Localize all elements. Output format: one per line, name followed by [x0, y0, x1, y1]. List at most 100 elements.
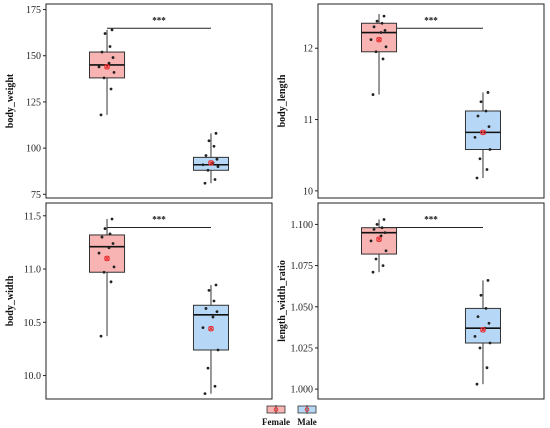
data-point	[111, 242, 115, 245]
data-point	[109, 280, 113, 284]
box-female	[89, 217, 126, 338]
data-point	[215, 310, 219, 314]
legend-label: Male	[297, 417, 317, 427]
data-point	[487, 321, 491, 325]
mean-cross	[208, 326, 214, 332]
data-point	[375, 223, 379, 226]
y-tick-label: 1.025	[291, 343, 314, 354]
data-point	[384, 249, 388, 253]
data-point	[374, 50, 378, 54]
y-tick-label: 1.100	[291, 220, 314, 231]
significance-label: ***	[424, 15, 438, 25]
legend-key-female	[266, 405, 286, 414]
mean-cross	[376, 236, 382, 242]
y-axis-label: body_width	[5, 275, 16, 326]
data-point	[372, 25, 376, 29]
data-point	[486, 279, 490, 282]
data-point	[103, 227, 107, 230]
mean-circle	[208, 325, 214, 332]
data-point	[382, 14, 386, 18]
y-tick-label: 1.050	[291, 302, 314, 313]
data-point	[112, 70, 116, 74]
data-point	[107, 246, 111, 250]
y-tick-label: 1.000	[291, 385, 314, 396]
y-tick-label: 11.0	[24, 265, 41, 276]
box-body	[464, 307, 501, 344]
y-tick-label: 11.5	[24, 211, 41, 222]
data-point	[384, 45, 388, 49]
data-point	[476, 315, 480, 319]
box-body	[192, 156, 229, 171]
mean-marker	[376, 36, 382, 43]
y-tick-label: 10.0	[24, 371, 42, 382]
y-tick-label: 150	[26, 51, 41, 62]
data-point	[473, 335, 477, 338]
data-point	[383, 28, 387, 32]
data-point	[383, 231, 387, 235]
data-point	[99, 113, 103, 117]
legend-label: Female	[262, 417, 290, 427]
data-point	[213, 178, 217, 181]
data-point	[478, 157, 482, 161]
mean-circle	[480, 327, 486, 333]
data-point	[203, 181, 207, 185]
y-axis-label: length_width_ratio	[277, 260, 288, 342]
significance-label: ***	[424, 215, 438, 225]
y-tick-label: 12	[303, 44, 313, 55]
mean-cross	[104, 64, 110, 70]
mean-marker	[208, 325, 214, 332]
legend-mean-icon	[304, 407, 310, 412]
data-point	[97, 65, 101, 69]
data-point	[102, 76, 106, 80]
data-point	[206, 366, 210, 370]
data-point	[97, 251, 101, 255]
data-point	[207, 139, 211, 143]
data-point	[488, 148, 492, 151]
data-point	[211, 315, 215, 319]
data-point	[110, 217, 114, 221]
mean-cross	[104, 255, 110, 261]
mean-circle	[104, 64, 110, 70]
data-point	[484, 307, 488, 310]
data-point	[203, 392, 207, 396]
data-point	[201, 326, 205, 330]
panel-body_weight: 75 100 125 150 175 body_weight ***	[5, 3, 273, 201]
data-point	[103, 32, 107, 35]
y-axis-label: body_length	[277, 74, 288, 127]
data-point	[99, 334, 103, 338]
y-tick-label: 100	[26, 144, 41, 155]
data-point	[110, 28, 114, 32]
mean-marker	[376, 236, 382, 243]
plot-frame	[45, 202, 273, 400]
data-point	[100, 235, 104, 239]
data-point	[478, 346, 482, 350]
data-point	[201, 163, 205, 167]
box-female	[361, 13, 398, 96]
box-male	[464, 279, 501, 386]
mean-marker	[480, 129, 486, 136]
data-point	[112, 265, 116, 269]
data-point	[216, 165, 220, 168]
y-tick-label: 1.075	[291, 261, 314, 272]
data-point	[484, 109, 488, 113]
data-point	[111, 56, 115, 59]
y-tick-label: 11	[303, 115, 313, 126]
data-point	[473, 135, 477, 139]
data-point	[475, 382, 479, 386]
data-point	[369, 239, 373, 243]
y-tick-label: 10	[303, 186, 313, 197]
mean-circle	[376, 36, 382, 43]
panel-body_width: 10.0 10.5 11.0 11.5 body_width ***	[5, 202, 273, 400]
mean-circle	[104, 255, 110, 262]
data-point	[109, 87, 113, 91]
data-point	[207, 288, 211, 292]
data-point	[108, 45, 112, 48]
mean-marker	[104, 64, 110, 70]
data-point	[369, 38, 373, 42]
mean-circle	[208, 160, 214, 166]
mean-cross	[376, 37, 382, 43]
data-point	[102, 270, 106, 274]
plot-frame	[317, 202, 545, 400]
data-point	[381, 264, 385, 267]
box-body	[192, 304, 229, 351]
